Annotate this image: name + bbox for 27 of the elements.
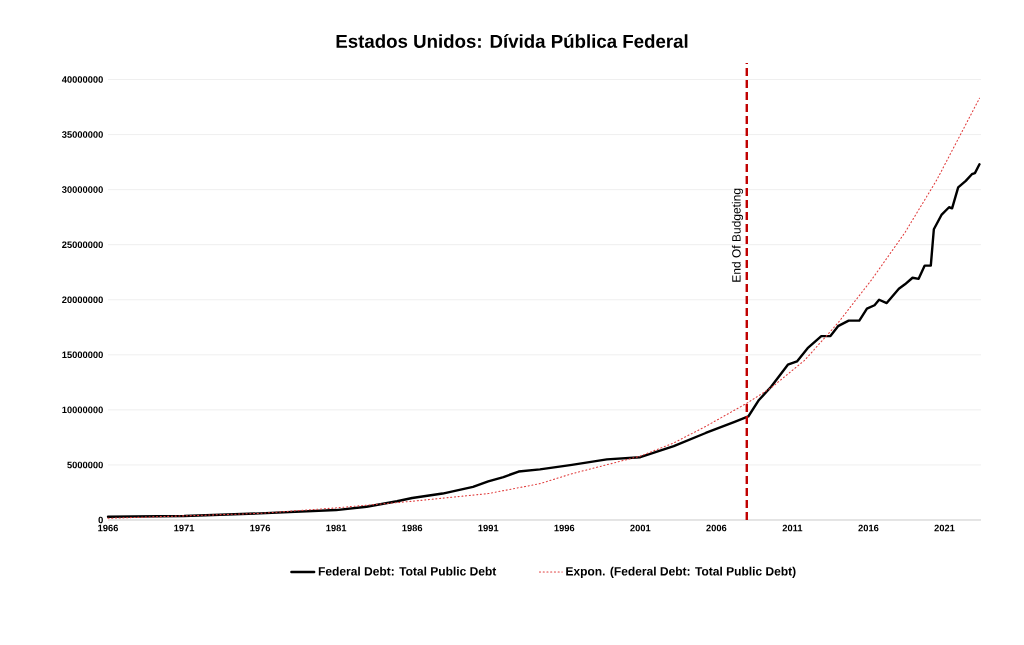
y-tick-label: 5000000 — [67, 461, 103, 469]
line-series — [106, 163, 981, 518]
x-tick-label: 1971 — [174, 524, 195, 532]
x-tick-label: 1966 — [98, 524, 119, 532]
x-tick-label: 1981 — [326, 524, 347, 532]
x-tick-label: 2021 — [934, 524, 955, 532]
chart-title: Estados Unidos: Dívida Pública Federal — [336, 34, 688, 48]
x-tick-label: 2001 — [630, 524, 651, 532]
line-series — [107, 97, 981, 519]
y-tick-label: 10000000 — [62, 406, 103, 414]
y-tick-label: 30000000 — [61, 186, 103, 193]
x-tick-label: 1986 — [402, 524, 423, 532]
x-tick-label: 2006 — [706, 524, 727, 532]
y-tick-label: 20000000 — [62, 296, 103, 304]
x-tick-label: 1991 — [478, 524, 499, 532]
x-tick-label: 2016 — [858, 524, 879, 532]
y-tick-label: 35000000 — [61, 131, 103, 138]
x-tick-label: 1996 — [554, 524, 575, 532]
x-tick-label: 2011 — [782, 524, 803, 532]
y-tick-label: 0 — [98, 516, 103, 524]
legend-label: Federal Debt: Total Public Debt — [318, 566, 497, 576]
legend-label: Expon. (Federal Debt: Total Public Debt) — [566, 566, 796, 578]
y-tick-label: 40000000 — [61, 76, 103, 83]
ref-line-label: End Of Budgeting — [731, 188, 744, 282]
y-tick-label: 25000000 — [62, 241, 103, 248]
y-tick-label: 15000000 — [62, 351, 103, 359]
x-tick-label: 1976 — [250, 524, 271, 532]
